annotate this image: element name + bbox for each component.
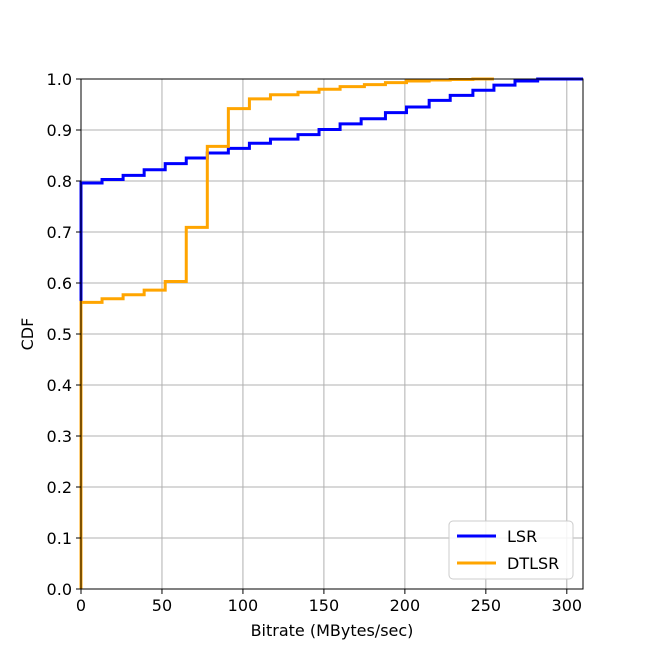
y-tick-label: 0.1: [47, 529, 72, 548]
x-tick-label: 250: [471, 596, 502, 615]
y-axis-label: CDF: [18, 318, 37, 351]
x-tick-label: 300: [552, 596, 583, 615]
y-tick-label: 0.8: [47, 172, 72, 191]
y-tick-label: 0.4: [47, 376, 72, 395]
legend: LSR DTLSR: [448, 520, 574, 580]
x-axis-label: Bitrate (MBytes/sec): [251, 621, 414, 640]
y-tick-label: 0.2: [47, 478, 72, 497]
series-line-dtlsr: [79, 77, 494, 589]
x-tick-label: 50: [152, 596, 172, 615]
series-group: [79, 77, 583, 589]
y-tick-label: 0.9: [47, 121, 72, 140]
y-tick-label: 0.0: [47, 580, 72, 599]
x-tick-label: 0: [76, 596, 86, 615]
y-tick-label: 0.3: [47, 427, 72, 446]
y-tick-label: 0.6: [47, 274, 72, 293]
x-tick-label: 150: [309, 596, 340, 615]
x-axis-ticks: 0 50 100 150 200 250 300: [76, 589, 582, 615]
y-axis-ticks: 0.0 0.1 0.2 0.3 0.4 0.5 0.6 0.7 0.8 0.9 1.0: [47, 70, 81, 599]
x-tick-label: 100: [228, 596, 259, 615]
legend-label-dtlsr: DTLSR: [507, 554, 559, 573]
y-tick-label: 0.5: [47, 325, 72, 344]
legend-label-lsr: LSR: [507, 527, 537, 546]
x-tick-label: 200: [390, 596, 421, 615]
y-tick-label: 0.7: [47, 223, 72, 242]
series-line-lsr: [79, 77, 583, 589]
y-tick-label: 1.0: [47, 70, 72, 89]
